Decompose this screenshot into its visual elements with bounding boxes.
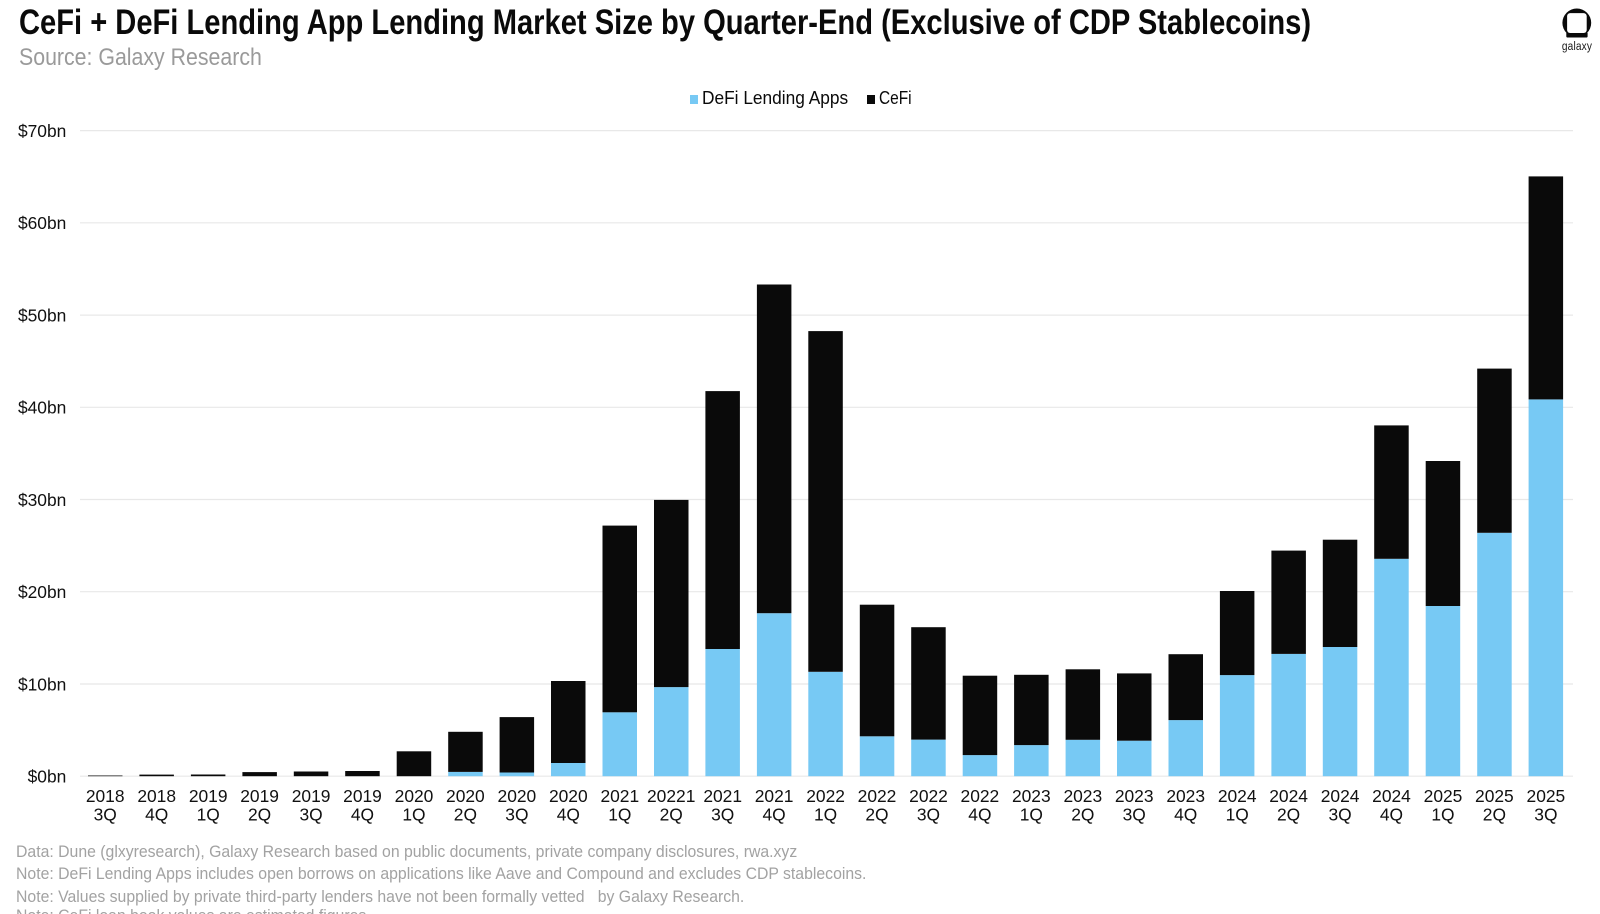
svg-text:2023: 2023 — [1115, 786, 1154, 806]
svg-text:2021: 2021 — [600, 786, 639, 806]
svg-text:4Q: 4Q — [557, 805, 580, 825]
svg-text:1Q: 1Q — [402, 805, 425, 825]
svg-text:2020: 2020 — [549, 786, 588, 806]
svg-text:2Q: 2Q — [660, 805, 683, 825]
svg-text:4Q: 4Q — [1174, 805, 1197, 825]
svg-text:4Q: 4Q — [1380, 805, 1403, 825]
svg-text:2021: 2021 — [755, 786, 794, 806]
svg-text:3Q: 3Q — [711, 805, 734, 825]
svg-text:2Q: 2Q — [1483, 805, 1506, 825]
svg-text:3Q: 3Q — [94, 805, 117, 825]
svg-text:$30bn: $30bn — [18, 490, 66, 510]
svg-text:$0bn: $0bn — [28, 767, 67, 787]
svg-text:1Q: 1Q — [1431, 805, 1454, 825]
svg-text:$70bn: $70bn — [18, 121, 66, 141]
svg-text:1Q: 1Q — [608, 805, 631, 825]
svg-text:2020: 2020 — [395, 786, 434, 806]
svg-text:20221: 20221 — [647, 786, 695, 806]
svg-text:2018: 2018 — [137, 786, 176, 806]
svg-text:2025: 2025 — [1424, 786, 1463, 806]
svg-text:$60bn: $60bn — [18, 213, 66, 233]
svg-text:2024: 2024 — [1372, 786, 1411, 806]
svg-text:3Q: 3Q — [505, 805, 528, 825]
svg-text:1Q: 1Q — [814, 805, 837, 825]
svg-text:4Q: 4Q — [762, 805, 785, 825]
svg-text:4Q: 4Q — [968, 805, 991, 825]
svg-text:2019: 2019 — [292, 786, 331, 806]
svg-text:2025: 2025 — [1475, 786, 1514, 806]
svg-text:3Q: 3Q — [1123, 805, 1146, 825]
svg-text:2020: 2020 — [498, 786, 537, 806]
svg-text:2018: 2018 — [86, 786, 125, 806]
svg-text:1Q: 1Q — [1226, 805, 1249, 825]
svg-text:2021: 2021 — [703, 786, 742, 806]
svg-text:4Q: 4Q — [351, 805, 374, 825]
svg-text:2024: 2024 — [1269, 786, 1308, 806]
svg-text:2Q: 2Q — [1277, 805, 1300, 825]
svg-text:1Q: 1Q — [1020, 805, 1043, 825]
svg-text:2022: 2022 — [858, 786, 897, 806]
svg-text:2019: 2019 — [240, 786, 279, 806]
svg-text:3Q: 3Q — [1534, 805, 1557, 825]
svg-text:2022: 2022 — [909, 786, 948, 806]
svg-text:$10bn: $10bn — [18, 674, 66, 694]
svg-text:3Q: 3Q — [299, 805, 322, 825]
svg-text:$50bn: $50bn — [18, 305, 66, 325]
svg-text:2020: 2020 — [446, 786, 485, 806]
svg-text:2022: 2022 — [806, 786, 845, 806]
svg-text:2019: 2019 — [343, 786, 382, 806]
svg-text:2022: 2022 — [961, 786, 1000, 806]
svg-text:2Q: 2Q — [865, 805, 888, 825]
svg-text:2Q: 2Q — [454, 805, 477, 825]
svg-text:2019: 2019 — [189, 786, 228, 806]
svg-text:2025: 2025 — [1527, 786, 1566, 806]
svg-text:2023: 2023 — [1166, 786, 1205, 806]
svg-text:$40bn: $40bn — [18, 398, 66, 418]
svg-text:2Q: 2Q — [1071, 805, 1094, 825]
svg-text:3Q: 3Q — [917, 805, 940, 825]
svg-text:$20bn: $20bn — [18, 582, 66, 602]
svg-text:4Q: 4Q — [145, 805, 168, 825]
svg-text:2Q: 2Q — [248, 805, 271, 825]
svg-text:3Q: 3Q — [1328, 805, 1351, 825]
svg-text:2023: 2023 — [1012, 786, 1051, 806]
svg-text:1Q: 1Q — [197, 805, 220, 825]
svg-text:2024: 2024 — [1218, 786, 1257, 806]
svg-text:2024: 2024 — [1321, 786, 1360, 806]
svg-text:2023: 2023 — [1063, 786, 1102, 806]
